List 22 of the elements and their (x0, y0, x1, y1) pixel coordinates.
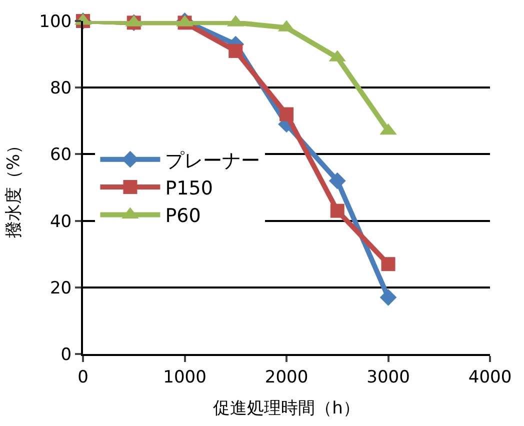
y-axis-title: 撥水度（%） (4, 136, 24, 238)
point (228, 44, 243, 58)
legend-label: プレーナー (165, 150, 260, 172)
y-tick-label: 0 (60, 344, 72, 365)
y-tick-label: 60 (50, 145, 72, 166)
x-tick-label: 0 (78, 367, 88, 388)
legend-label: P60 (165, 205, 201, 228)
point (330, 204, 344, 218)
y-tick-label: 80 (50, 78, 72, 99)
point (380, 288, 397, 306)
y-tick-label: 40 (50, 212, 72, 232)
y-tick-label: 100 (39, 12, 72, 32)
x-tick-label: 3000 (366, 367, 410, 388)
y-tick-label: 20 (50, 278, 72, 298)
x-tick-label: 4000 (468, 367, 512, 388)
x-axis-title: 促進処理時間（h） (213, 398, 360, 418)
legend-label: P150 (165, 177, 213, 200)
point (280, 107, 294, 122)
point (381, 257, 396, 272)
x-tick-label: 2000 (264, 367, 308, 388)
point (328, 172, 346, 190)
x-tick-label: 1000 (163, 367, 206, 388)
